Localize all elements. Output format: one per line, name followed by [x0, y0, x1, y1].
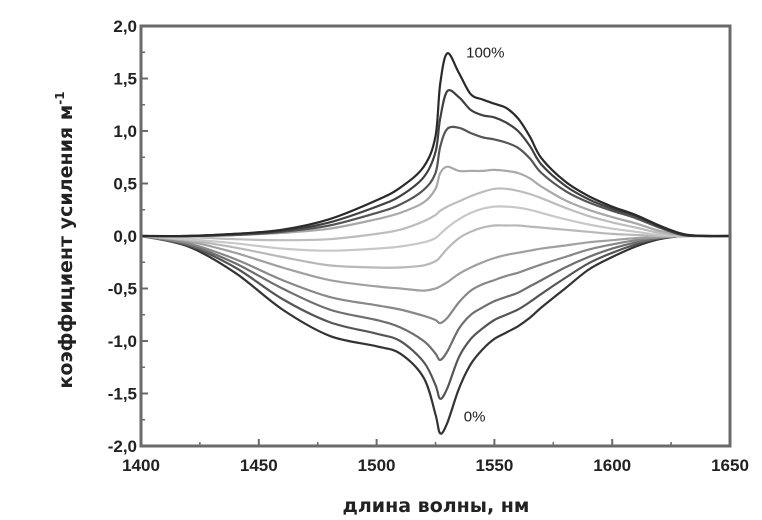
- series-line-4: [140, 234, 730, 292]
- series-line-6: [140, 205, 730, 252]
- y-tick-label-2: 1,0: [113, 122, 137, 141]
- series-line-9: [140, 125, 731, 238]
- series-line-8: [140, 165, 731, 238]
- y-tick-label-5: -0,5: [108, 280, 137, 299]
- x-axis-title: длина волны, нм: [343, 495, 530, 517]
- series-line-10: [140, 89, 731, 238]
- annotations: 100% 0%: [464, 44, 505, 425]
- series-line-11: [140, 52, 731, 238]
- series-line-3: [140, 234, 730, 325]
- y-tick-label-6: -1,0: [108, 332, 137, 351]
- plot-frame: [139, 24, 732, 448]
- y-tick-label-7: -1,5: [108, 385, 137, 404]
- series-line-7: [140, 187, 730, 242]
- x-tick-label-5: 1650: [711, 456, 749, 475]
- series-line-0: [140, 234, 730, 435]
- y-axis-title: коэффициент усиления м-1: [53, 91, 77, 388]
- y-tick-label-4: 0,0: [113, 227, 137, 246]
- y-tick-label-3: 0,5: [113, 175, 137, 194]
- y-axis-title-main: коэффициент усиления м: [55, 105, 77, 389]
- series-layer: [140, 52, 731, 435]
- y-tick-label-8: -2,0: [108, 437, 137, 456]
- annotation-1: 0%: [464, 409, 486, 426]
- y-tick-labels: 2,0 1,5 1,0 0,5 0,0 -0,5 -1,0 -1,5 -2,0: [108, 17, 137, 456]
- series-line-1: [140, 234, 730, 400]
- y-axis-title-exponent: -1: [53, 91, 67, 104]
- x-tick-label-1: 1450: [240, 456, 278, 475]
- x-tick-label-2: 1500: [358, 456, 396, 475]
- series-line-2: [140, 234, 730, 362]
- annotation-0: 100%: [466, 44, 504, 61]
- series-line-5: [140, 224, 730, 269]
- x-tick-label-0: 1400: [122, 456, 160, 475]
- x-tick-label-4: 1600: [593, 456, 631, 475]
- x-tick-labels: 1400 1450 1500 1550 1600 1650: [122, 456, 749, 475]
- y-tick-label-0: 2,0: [113, 17, 137, 36]
- y-tick-label-1: 1,5: [113, 70, 137, 89]
- x-tick-label-3: 1550: [475, 456, 513, 475]
